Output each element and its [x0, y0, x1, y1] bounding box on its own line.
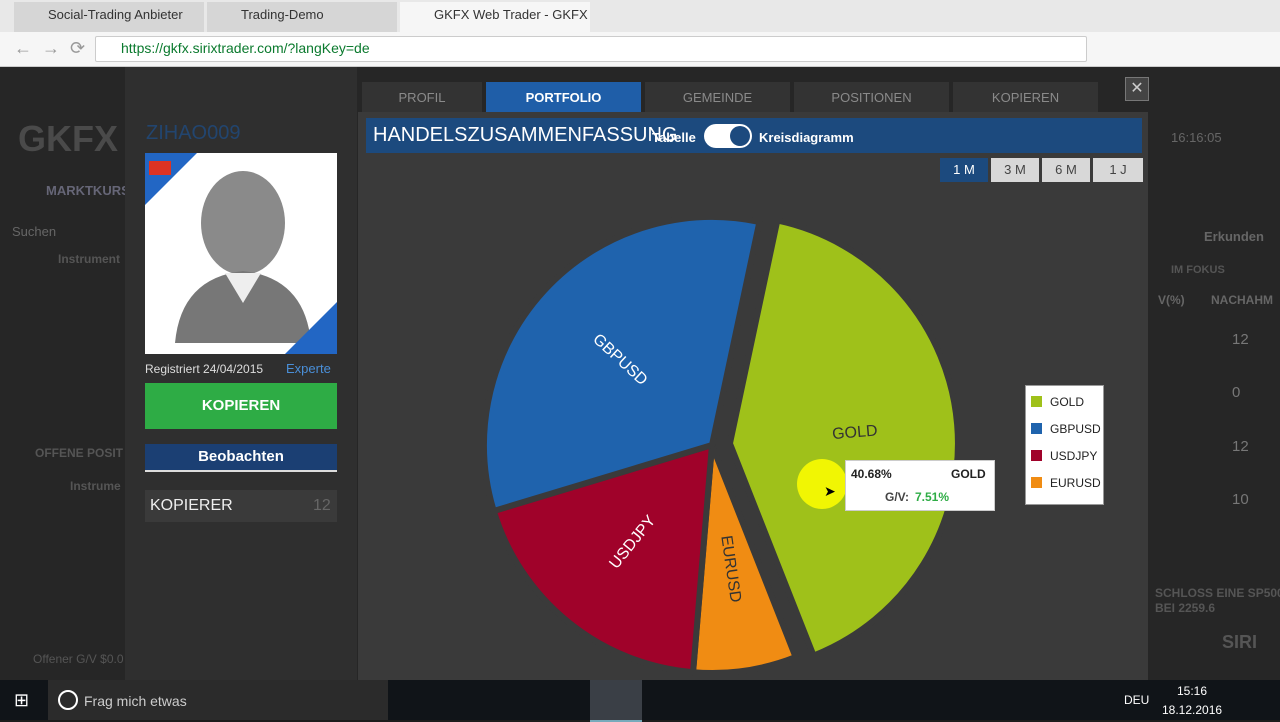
cell: 12	[1232, 438, 1249, 455]
legend-label: GOLD	[1050, 395, 1085, 409]
language[interactable]: DEU	[1124, 693, 1150, 707]
clock: 16:16:05	[1171, 130, 1222, 145]
cell: 12	[1232, 331, 1249, 348]
brand: SIRI	[1222, 632, 1258, 652]
legend-label: GBPUSD	[1050, 422, 1101, 436]
legend-swatch	[1031, 396, 1042, 407]
label: OFFENE POSIT	[35, 446, 124, 460]
period-button[interactable]: 1 M	[940, 158, 988, 182]
toggle-label: Kreisdiagramm	[759, 130, 854, 145]
tooltip-label: G/V:	[885, 490, 910, 504]
modal-tab[interactable]: PORTFOLIO	[486, 82, 641, 112]
news: SCHLOSS EINE SP500	[1155, 586, 1280, 600]
period-button[interactable]: 1 J	[1093, 158, 1143, 182]
logo: GKFX	[18, 118, 119, 159]
browser-tab[interactable]: Trading-Demo	[207, 2, 397, 32]
label: Instrument	[58, 252, 121, 266]
tooltip-percent: 40.68%	[851, 467, 892, 481]
cortana-icon	[58, 690, 78, 710]
toggle[interactable]	[704, 124, 752, 148]
tab-title: Social-Trading Anbieter	[48, 7, 183, 22]
label: Instrume	[70, 479, 121, 493]
label: IM FOKUS	[1171, 264, 1225, 276]
period-button[interactable]: 6 M	[1042, 158, 1090, 182]
menu: MARKTKURS	[46, 183, 130, 198]
copiers-count: 12	[313, 497, 331, 514]
copiers-row	[145, 490, 337, 522]
date: 18.12.2016	[1162, 703, 1223, 717]
summary-title: HANDELSZUSAMMENFASSUNG	[373, 124, 678, 146]
toggle-knob	[730, 126, 750, 146]
close-button[interactable]: ✕	[1125, 77, 1149, 101]
legend-label: USDJPY	[1050, 449, 1098, 463]
browser-tab[interactable]: GKFX Web Trader - GKFX	[400, 2, 590, 32]
mouse-cursor: ➤	[824, 483, 836, 499]
modal-tab[interactable]: KOPIEREN	[953, 82, 1098, 112]
tab-label: PORTFOLIO	[525, 90, 602, 105]
period-label: 3 M	[1004, 162, 1026, 177]
nav-buttons[interactable]: ← → ⟳	[14, 38, 86, 58]
tab-label: POSITIONEN	[831, 90, 912, 105]
modal-tab[interactable]: POSITIONEN	[794, 82, 949, 112]
taskbar-app[interactable]	[590, 680, 642, 722]
copy-button[interactable]: KOPIEREN	[145, 383, 337, 429]
legend-swatch	[1031, 423, 1042, 434]
summary-header	[366, 118, 1142, 153]
address-bar[interactable]	[95, 36, 1087, 62]
tab-label: GEMEINDE	[682, 90, 753, 105]
search-placeholder: Frag mich etwas	[84, 693, 187, 709]
time: 15:16	[1177, 684, 1208, 698]
tab-label: KOPIEREN	[991, 90, 1060, 105]
copiers-label: KOPIERER	[150, 497, 233, 514]
column-header: NACHAHM	[1211, 293, 1273, 307]
period-label: 1 J	[1109, 162, 1127, 177]
news: BEI 2259.6	[1155, 601, 1216, 615]
avatar	[145, 153, 337, 354]
search: Suchen	[12, 224, 57, 239]
button-label: KOPIEREN	[201, 397, 281, 414]
registered: Registriert 24/04/2015	[145, 362, 264, 376]
pie-slice	[481, 214, 763, 515]
legend-swatch	[1031, 450, 1042, 461]
username: ZIHAO009	[146, 122, 241, 144]
toggle-label: Tabelle	[652, 130, 696, 145]
browser-tab[interactable]: Social-Trading Anbieter	[14, 2, 204, 32]
taskbar-search[interactable]	[48, 680, 388, 720]
tooltip-value: 7.51%	[915, 490, 950, 504]
column-header: V(%)	[1158, 293, 1185, 307]
start-button[interactable]: ⊞	[14, 690, 30, 710]
tab-title: GKFX Web Trader - GKFX	[434, 7, 588, 22]
slice-label: GOLD	[832, 422, 879, 443]
cursor-highlight	[797, 459, 847, 509]
level: Experte	[286, 361, 331, 376]
tab-title: Trading-Demo	[241, 7, 324, 22]
legend-swatch	[1031, 477, 1042, 488]
tooltip-name: GOLD	[951, 467, 986, 481]
tooltip	[845, 460, 995, 511]
pie-slice	[726, 216, 961, 660]
tab-label: PROFIL	[398, 90, 446, 105]
period-label: 1 M	[953, 162, 975, 177]
button-label: Beobachten	[198, 448, 284, 465]
watch-button[interactable]: Beobachten	[145, 444, 337, 472]
pie-slice	[490, 440, 716, 676]
modal-tab[interactable]: GEMEINDE	[645, 82, 790, 112]
explore: Erkunden	[1204, 229, 1264, 244]
modal-tab[interactable]: PROFIL	[362, 82, 482, 112]
period-label: 6 M	[1055, 162, 1077, 177]
label: Offener G/V $0.0	[33, 652, 124, 666]
url: https://gkfx.sirixtrader.com/?langKey=de	[121, 40, 370, 56]
period-button[interactable]: 3 M	[991, 158, 1039, 182]
cell: 0	[1232, 384, 1241, 401]
cell: 10	[1232, 491, 1249, 508]
avatar-icon	[145, 153, 337, 354]
legend-label: EURUSD	[1050, 476, 1101, 490]
